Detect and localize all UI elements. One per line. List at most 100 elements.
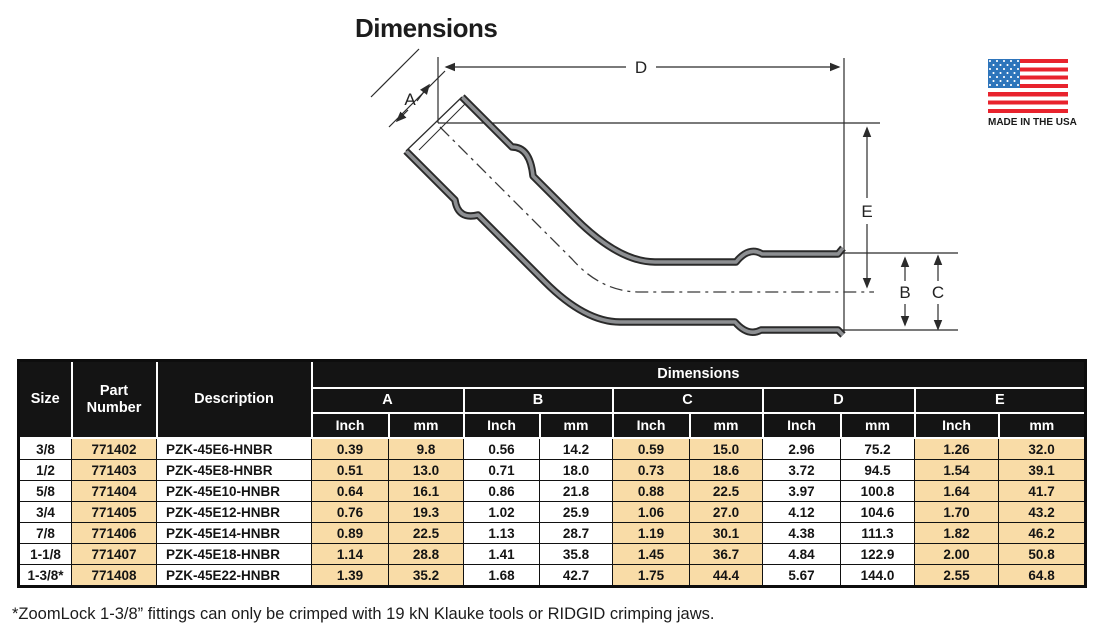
cell-d-inch: 3.72 (762, 459, 841, 481)
cell-a-inch: 1.39 (311, 564, 389, 587)
cell-a-mm: 28.8 (388, 543, 464, 565)
col-header-mm: mm (538, 412, 614, 439)
cell-part-number: 771407 (71, 543, 157, 565)
cell-e-inch: 1.70 (914, 501, 999, 523)
dim-label-d: D (635, 58, 647, 77)
dim-label-a: A (404, 90, 416, 109)
cell-description: PZK-45E22-HNBR (156, 564, 312, 587)
dim-label-e: E (861, 202, 872, 221)
cell-e-mm: 50.8 (997, 543, 1087, 565)
cell-c-inch: 1.19 (612, 522, 690, 544)
cell-size: 1-1/8 (18, 543, 72, 565)
cell-b-inch: 1.02 (463, 501, 540, 523)
cell-c-mm: 27.0 (689, 501, 763, 523)
cell-b-mm: 28.7 (539, 522, 613, 544)
cell-a-inch: 1.14 (311, 543, 389, 565)
cell-b-inch: 0.86 (463, 480, 540, 502)
cell-b-mm: 14.2 (539, 437, 613, 460)
table-row: 3/8 771402 PZK-45E6-HNBR 0.39 9.8 0.56 14.2 0.5… (18, 437, 1087, 460)
cell-d-mm: 122.9 (840, 543, 915, 565)
pipe-mouth-edge (405, 96, 463, 152)
col-header-mm: mm (387, 412, 465, 439)
cell-c-inch: 1.45 (612, 543, 690, 565)
cell-a-mm: 9.8 (388, 437, 464, 460)
cell-part-number: 771402 (71, 437, 157, 460)
cell-d-inch: 4.84 (762, 543, 841, 565)
cell-c-mm: 18.6 (689, 459, 763, 481)
table-row: 3/4 771405 PZK-45E12-HNBR 0.76 19.3 1.02 25.9 1… (18, 501, 1087, 523)
cell-b-inch: 1.68 (463, 564, 540, 587)
cell-a-mm: 16.1 (388, 480, 464, 502)
table-row: 1-1/8 771407 PZK-45E18-HNBR 1.14 28.8 1.41 35.… (18, 543, 1087, 565)
cell-d-mm: 94.5 (840, 459, 915, 481)
cell-a-inch: 0.76 (311, 501, 389, 523)
cell-e-mm: 46.2 (997, 522, 1087, 544)
cell-e-mm: 32.0 (997, 437, 1087, 460)
cell-b-mm: 42.7 (539, 564, 613, 587)
col-header-inch: Inch (611, 412, 691, 439)
pipe-walls (403, 94, 846, 338)
cell-part-number: 771404 (71, 480, 157, 502)
made-in-usa-label: MADE IN THE USA (988, 117, 1077, 128)
cell-description: PZK-45E14-HNBR (156, 522, 312, 544)
col-header-description: Description (155, 359, 313, 439)
cell-e-inch: 1.26 (914, 437, 999, 460)
cell-part-number: 771406 (71, 522, 157, 544)
table-body: 3/8 771402 PZK-45E6-HNBR 0.39 9.8 0.56 14.2 0.5… (18, 437, 1087, 587)
cell-b-mm: 25.9 (539, 501, 613, 523)
col-header-dim-b: B (462, 387, 614, 414)
cell-part-number: 771405 (71, 501, 157, 523)
fitting-dimension-diagram: A D E B C (370, 48, 958, 338)
cell-d-inch: 4.38 (762, 522, 841, 544)
col-header-dimensions: Dimensions (310, 359, 1087, 389)
dimension-lines (370, 48, 958, 332)
cell-a-mm: 22.5 (388, 522, 464, 544)
cell-size: 1-3/8* (18, 564, 72, 587)
dimension-labels: A D E B C (404, 58, 944, 302)
cell-b-inch: 1.13 (463, 522, 540, 544)
cell-d-inch: 2.96 (762, 437, 841, 460)
cell-b-inch: 0.71 (463, 459, 540, 481)
col-header-dim-e: E (913, 387, 1087, 414)
cell-a-mm: 19.3 (388, 501, 464, 523)
cell-size: 3/4 (18, 501, 72, 523)
cell-c-inch: 0.59 (612, 437, 690, 460)
col-header-inch: Inch (913, 412, 1000, 439)
cell-a-mm: 35.2 (388, 564, 464, 587)
cell-e-inch: 2.00 (914, 543, 999, 565)
table-row: 1-3/8* 771408 PZK-45E22-HNBR 1.39 35.2 1.68 42… (18, 564, 1087, 587)
cell-d-inch: 4.12 (762, 501, 841, 523)
cell-e-inch: 1.82 (914, 522, 999, 544)
made-in-usa-badge: MADE IN THE USA (988, 59, 1077, 128)
cell-description: PZK-45E12-HNBR (156, 501, 312, 523)
cell-d-mm: 104.6 (840, 501, 915, 523)
cell-d-mm: 75.2 (840, 437, 915, 460)
cell-c-mm: 30.1 (689, 522, 763, 544)
pipe-mouth-inner-edge (418, 103, 466, 151)
col-header-mm: mm (839, 412, 916, 439)
cell-description: PZK-45E18-HNBR (156, 543, 312, 565)
cell-e-mm: 43.2 (997, 501, 1087, 523)
col-header-dim-a: A (310, 387, 465, 414)
cell-e-mm: 39.1 (997, 459, 1087, 481)
cell-a-inch: 0.39 (311, 437, 389, 460)
cell-a-inch: 0.51 (311, 459, 389, 481)
col-header-mm: mm (997, 412, 1087, 439)
col-header-inch: Inch (310, 412, 390, 439)
cell-a-inch: 0.64 (311, 480, 389, 502)
cell-e-inch: 1.54 (914, 459, 999, 481)
cell-description: PZK-45E6-HNBR (156, 437, 312, 460)
cell-c-inch: 1.06 (612, 501, 690, 523)
col-header-dim-d: D (761, 387, 916, 414)
cell-d-mm: 100.8 (840, 480, 915, 502)
page-title: Dimensions (355, 13, 498, 43)
cell-c-mm: 44.4 (689, 564, 763, 587)
col-header-size: Size (17, 359, 73, 439)
footnote: *ZoomLock 1-3/8” fittings can only be cr… (12, 605, 715, 623)
cell-c-mm: 22.5 (689, 480, 763, 502)
cell-b-mm: 21.8 (539, 480, 613, 502)
cell-c-mm: 36.7 (689, 543, 763, 565)
cell-a-inch: 0.89 (311, 522, 389, 544)
cell-d-mm: 144.0 (840, 564, 915, 587)
cell-part-number: 771408 (71, 564, 157, 587)
